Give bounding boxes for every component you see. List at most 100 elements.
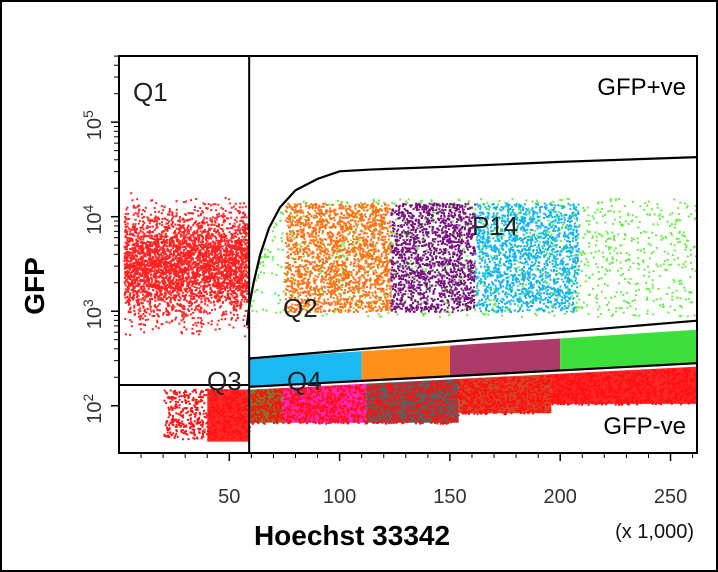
scatter-point (603, 283, 606, 286)
scatter-point (680, 306, 683, 309)
scatter-point (187, 244, 190, 247)
scatter-point (149, 254, 152, 257)
scatter-point (244, 287, 247, 290)
scatter-point (168, 273, 171, 276)
scatter-point (178, 263, 181, 266)
scatter-point (140, 240, 143, 243)
scatter-point (231, 294, 234, 297)
scatter-point (172, 276, 175, 279)
scatter-point (237, 287, 240, 290)
scatter-point (393, 232, 396, 235)
scatter-point (225, 265, 228, 268)
scatter-point (175, 287, 178, 290)
scatter-point (149, 252, 152, 255)
scatter-point (188, 305, 191, 308)
scatter-point (179, 246, 182, 249)
scatter-point (203, 266, 206, 269)
scatter-point (143, 270, 146, 273)
scatter-point (239, 307, 242, 310)
scatter-point (158, 255, 161, 258)
scatter-point (659, 218, 662, 221)
scatter-point (345, 265, 348, 268)
scatter-point (183, 232, 186, 235)
scatter-point (635, 289, 638, 292)
scatter-point (185, 200, 188, 203)
scatter-point (142, 259, 145, 262)
scatter-point (336, 296, 339, 299)
scatter-point (554, 220, 557, 223)
scatter-point (219, 227, 222, 230)
scatter-point (237, 244, 240, 247)
scatter-point (141, 256, 144, 259)
scatter-point (483, 266, 486, 269)
scatter-point (202, 264, 205, 267)
scatter-point (352, 234, 355, 237)
scatter-point (171, 269, 174, 272)
scatter-point (222, 258, 225, 261)
scatter-point (179, 254, 182, 257)
scatter-point (243, 272, 246, 275)
scatter-point (212, 203, 215, 206)
scatter-point (156, 292, 159, 295)
scatter-point (186, 227, 189, 230)
scatter-point (166, 218, 169, 221)
scatter-point (245, 234, 248, 237)
scatter-point (136, 285, 139, 288)
scatter-point (131, 284, 134, 287)
scatter-point (673, 249, 676, 252)
scatter-point (202, 273, 205, 276)
scatter-point (431, 242, 434, 245)
scatter-point (211, 275, 214, 278)
scatter-point (232, 309, 235, 312)
scatter-point (212, 234, 215, 237)
scatter-point (334, 309, 337, 312)
scatter-point (220, 254, 223, 257)
scatter-point (196, 223, 199, 226)
scatter-point (158, 302, 161, 305)
scatter-point (351, 243, 354, 246)
scatter-point (226, 259, 229, 262)
scatter-point (335, 252, 338, 255)
scatter-point (133, 261, 136, 264)
scatter-point (319, 239, 322, 242)
scatter-point (196, 256, 199, 259)
scatter-point (184, 271, 187, 274)
scatter-point (243, 229, 246, 232)
scatter-point (144, 260, 147, 263)
scatter-point (140, 255, 143, 258)
scatter-point (138, 302, 141, 305)
scatter-point (183, 221, 186, 224)
scatter-point (192, 239, 195, 242)
scatter-point (161, 249, 164, 252)
scatter-point (124, 317, 127, 320)
scatter-point (243, 225, 246, 228)
scatter-point (145, 247, 148, 250)
scatter-point (181, 307, 184, 310)
scatter-point (203, 216, 206, 219)
scatter-point (675, 237, 678, 240)
scatter-point (661, 215, 664, 218)
scatter-point (172, 304, 174, 307)
scatter-point (350, 239, 353, 242)
scatter-point (302, 255, 305, 258)
scatter-point (217, 223, 220, 226)
scatter-point (609, 200, 612, 203)
scatter-point (377, 255, 380, 258)
scatter-point (140, 213, 143, 216)
scatter-point (218, 259, 221, 262)
scatter-point (300, 309, 303, 312)
scatter-point (677, 237, 680, 240)
scatter-point (139, 287, 142, 290)
scatter-point (290, 256, 293, 259)
scatter-point (124, 296, 127, 299)
scatter-point (126, 248, 129, 251)
scatter-point (148, 241, 151, 244)
scatter-point (297, 286, 300, 289)
scatter-point (128, 218, 131, 221)
scatter-point (124, 230, 127, 233)
scatter-point (208, 284, 211, 287)
scatter-point (225, 310, 228, 313)
scatter-point (126, 245, 129, 248)
scatter-point (214, 272, 217, 275)
scatter-point (195, 238, 198, 241)
